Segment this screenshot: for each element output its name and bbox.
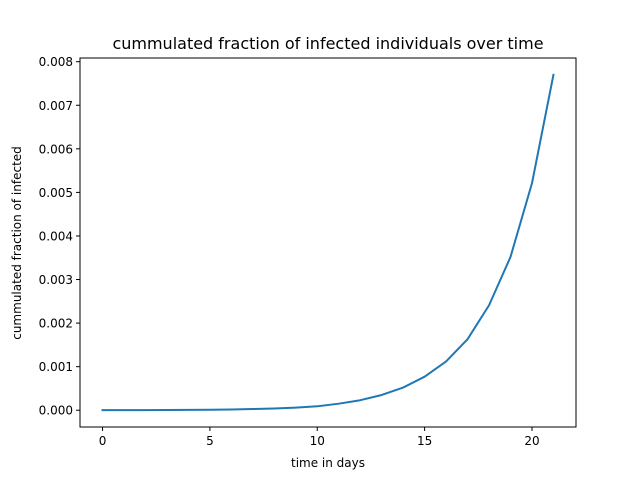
y-tick-label: 0.005 — [39, 186, 73, 200]
y-tick-label: 0.008 — [39, 55, 73, 69]
axes-frame — [79, 57, 577, 428]
y-tick-label: 0.004 — [39, 229, 73, 243]
y-tick-label: 0.006 — [39, 142, 73, 156]
chart-title: cummulated fraction of infected individu… — [112, 34, 543, 53]
y-axis-label: cummulated fraction of infected — [10, 146, 24, 340]
y-tick-label: 0.007 — [39, 99, 73, 113]
x-tick-label: 10 — [310, 434, 325, 448]
x-tick-label: 15 — [417, 434, 432, 448]
x-tick-label: 0 — [99, 434, 107, 448]
x-axis-label: time in days — [291, 456, 365, 470]
x-tick-label: 20 — [524, 434, 539, 448]
y-tick-label: 0.002 — [39, 317, 73, 331]
y-tick-label: 0.001 — [39, 360, 73, 374]
y-tick-label: 0.000 — [39, 404, 73, 418]
plot-area: 0 5 10 15 20 0.000 0.001 0.002 0.003 0.004 0.005 0.… — [39, 55, 577, 448]
series-line-0 — [101, 73, 555, 412]
y-tick-label: 0.003 — [39, 273, 73, 287]
x-tick-label: 5 — [206, 434, 214, 448]
